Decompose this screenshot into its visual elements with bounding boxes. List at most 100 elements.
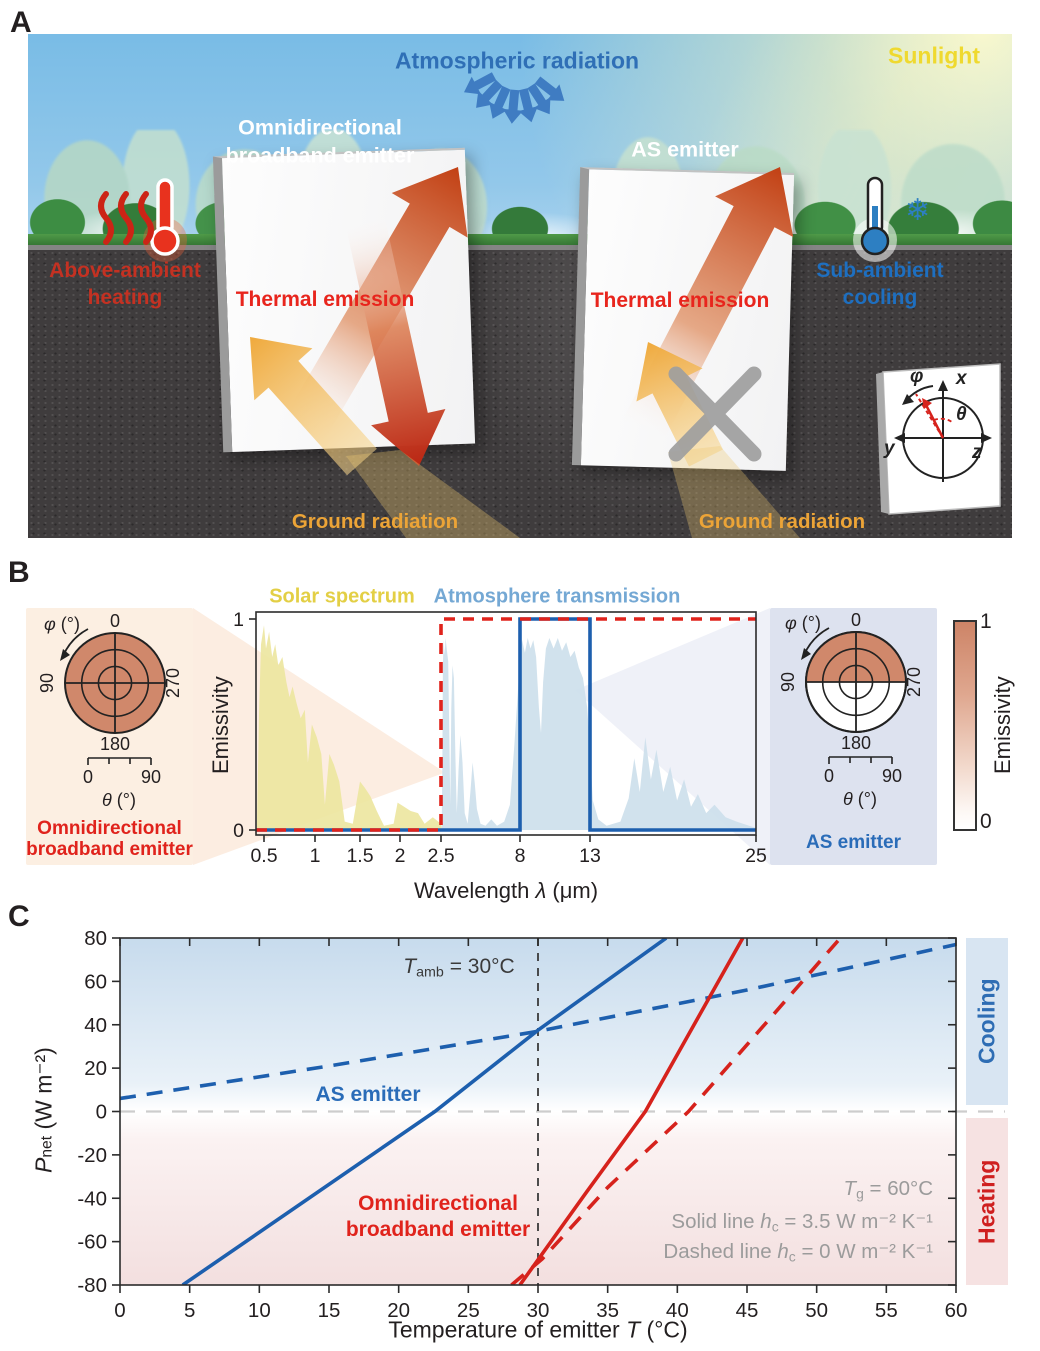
pnet-y-tick: 0: [96, 1101, 107, 1124]
polar-left-270: 270: [163, 668, 183, 698]
as-emitter-spectrum-line: [256, 617, 756, 832]
inset-y-label: y: [883, 438, 896, 459]
snowflake-icon: ❄: [905, 194, 930, 227]
cooling-label: Cooling: [973, 978, 1000, 1065]
spectrum-y-tick: 1: [233, 609, 244, 631]
pnet-x-tick: 45: [736, 1299, 759, 1322]
pnet-y-tick: -60: [77, 1231, 107, 1254]
pnet-x-tick: 5: [184, 1299, 195, 1322]
ground-radiation-left-label: Ground radiation: [291, 510, 459, 533]
t-amb-annotation: Tamb = 30°C: [403, 955, 515, 981]
broadband-annotation-line2: broadband emitter: [345, 1218, 531, 1241]
inset-z-label: z: [971, 442, 982, 463]
polar-left-theta-max: 90: [141, 767, 161, 787]
pnet-y-tick: 60: [84, 970, 107, 993]
pnet-xlabel: Temperature of emitter T (°C): [388, 1316, 688, 1343]
pnet-ylabel: Pnet (W m⁻²): [30, 1047, 57, 1173]
solid-line-note: Solid line hc = 3.5 W m⁻² K⁻¹: [671, 1210, 933, 1235]
broadband-polar-card: 0 180 90 270 0 90 φ (°) θ (°) Omnidirect…: [26, 608, 193, 865]
cooling-band: Cooling: [966, 938, 1008, 1105]
above-ambient-line2: heating: [87, 286, 163, 309]
spectrum-x-tick: 25: [745, 845, 767, 867]
thermal-emission-right-label: Thermal emission: [590, 289, 770, 312]
pnet-y-tick: 20: [84, 1057, 107, 1080]
series-omnidirectional-broadband-emitter-h-c-0-w-m-k-: [510, 938, 842, 1285]
polar-right-180: 180: [841, 733, 871, 753]
heating-band: Heating: [966, 1118, 1008, 1285]
ground-radiation-right-label: Ground radiation: [698, 510, 866, 533]
colorbar-max: 1: [980, 610, 992, 633]
atmosphere-transmission-title: Atmosphere transmission: [433, 585, 681, 608]
broadband-spectrum-line: [256, 617, 756, 832]
omni-emitter-title-line1: Omnidirectional: [238, 115, 402, 140]
spectrum-x-tick: 0.5: [250, 845, 277, 867]
pnet-x-tick: 25: [457, 1299, 480, 1322]
panel-c-label: C: [8, 900, 30, 933]
atmospheric-radiation-label: Atmospheric radiation: [394, 47, 640, 74]
pnet-x-tick: 10: [248, 1299, 271, 1322]
pnet-x-tick: 35: [596, 1299, 619, 1322]
spectrum-x-tick: 8: [515, 845, 526, 867]
inset-theta-label: θ: [956, 404, 967, 425]
pnet-x-tick: 40: [666, 1299, 689, 1322]
pnet-y-tick: -40: [77, 1187, 107, 1210]
ground-radiation-arrow-left: [250, 337, 377, 476]
panel-b-label: B: [8, 556, 30, 589]
thermal-emission-left-label: Thermal emission: [235, 288, 415, 311]
pnet-y-tick: 40: [84, 1014, 107, 1037]
polar-left-theta-axis: θ (°): [102, 790, 136, 810]
colorbar-min: 0: [980, 810, 992, 833]
colorbar-label: Emissivity: [990, 676, 1015, 774]
atmospheric-radiation-arrow: [527, 83, 551, 115]
inset-phi-label: φ: [910, 366, 923, 387]
polar-left-180: 180: [100, 734, 130, 754]
broadband-caption-line2: broadband emitter: [26, 839, 193, 860]
pnet-x-tick: 30: [527, 1299, 550, 1322]
as-emitter-annotation: AS emitter: [315, 1083, 421, 1106]
broadband-polar-plot: [60, 628, 166, 765]
ground-beam-right: [668, 446, 800, 538]
polar-left-phi-axis: φ (°): [44, 614, 80, 634]
atmospheric-radiation-arrow: [476, 79, 503, 108]
sub-ambient-line1: Sub-ambient: [816, 259, 944, 282]
pnet-y-tick: -20: [77, 1144, 107, 1167]
atmospheric-radiation-arrow: [534, 76, 565, 101]
spectrum-x-tick: 1.5: [346, 845, 373, 867]
pnet-chart: 0 5 10 15 20 25 30 35 40 45 50 55 60 -80 -60 -40 -20 0 20 4…: [77, 927, 1005, 1322]
spectrum-y-tick: 0: [233, 820, 244, 842]
pnet-x-tick: 20: [387, 1299, 410, 1322]
broadband-annotation-line1: Omnidirectional: [358, 1192, 518, 1215]
pnet-x-tick: 50: [805, 1299, 828, 1322]
panel-a-label: A: [10, 6, 32, 39]
solar-spectrum-title: Solar spectrum: [269, 585, 415, 608]
broadband-caption-line1: Omnidirectional: [37, 818, 182, 839]
pnet-x-tick: 60: [945, 1299, 968, 1322]
coordinate-inset: [876, 363, 1001, 515]
as-emitter-title: AS emitter: [631, 137, 739, 162]
spectrum-ylabel: Emissivity: [208, 676, 233, 774]
spectrum-xlabel: Wavelength λ (μm): [413, 878, 599, 903]
heating-label: Heating: [973, 1159, 1000, 1244]
polar-right-270: 270: [904, 667, 924, 697]
polar-left-0: 0: [110, 611, 120, 631]
polar-right-0: 0: [851, 610, 861, 630]
polar-right-phi-axis: φ (°): [785, 613, 821, 633]
panel-a-scene: x y z θ φ ❄ Atmospheric radiation Sunlig…: [28, 34, 1012, 538]
scene-graphics: x y z θ φ ❄: [98, 72, 1001, 538]
series-as-emitter-h-c-0-w-m-k-: [120, 942, 956, 1101]
t-g-note: Tg = 60°C: [843, 1177, 933, 1202]
series-as-emitter-h-c-3-5-w-m-k-: [181, 938, 668, 1285]
emissivity-spectrum-chart: 0.5 1 1.5 2 2.5 8 13 25 0 1: [233, 609, 767, 867]
pnet-y-tick: -80: [77, 1274, 107, 1297]
polar-right-theta-max: 90: [882, 766, 902, 786]
area-solar-spectrum: [257, 625, 443, 830]
spectrum-x-tick: 2: [395, 845, 406, 867]
emissivity-colorbar: [953, 620, 977, 831]
series-omnidirectional-broadband-emitter-h-c-3-5-w-m-k-: [518, 938, 745, 1285]
polar-right-90: 90: [778, 672, 798, 692]
spectrum-x-tick: 2.5: [427, 845, 454, 867]
above-ambient-line1: Above-ambient: [49, 259, 201, 282]
asphalt-ground: [28, 245, 1012, 538]
heat-waves-icon: [98, 191, 154, 245]
